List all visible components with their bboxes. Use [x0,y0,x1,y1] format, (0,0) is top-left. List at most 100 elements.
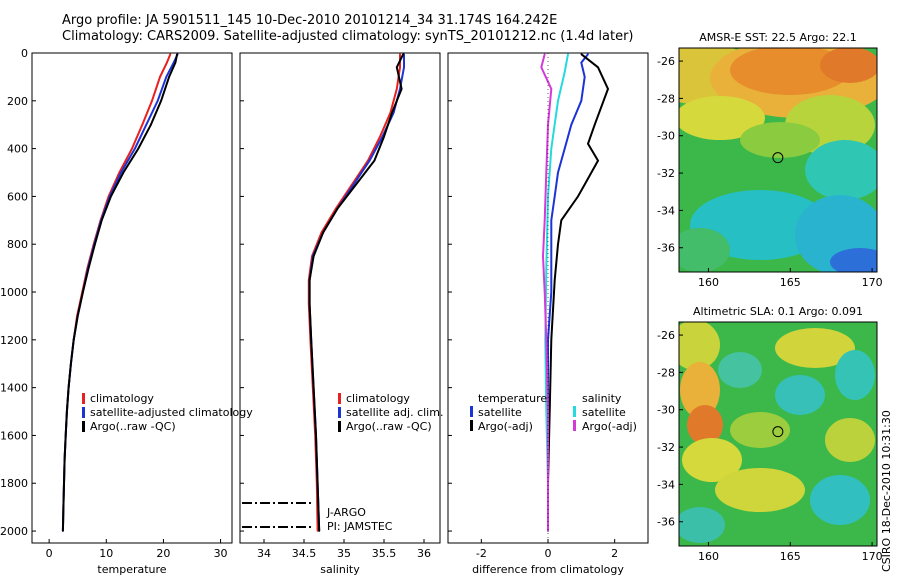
temperature-ytick-label: 1800 [0,477,28,490]
difference-legend-swatch [470,420,473,431]
difference-point [577,195,579,198]
salinity-point [336,207,339,210]
salinity-point [400,88,403,90]
sla-map-ytick-label: -28 [657,366,675,379]
difference-point [550,147,553,150]
sst-map-ytick-label: -26 [657,55,675,68]
difference-xtick-label: -2 [476,547,487,560]
salinity-point [312,386,315,389]
sst-map-ytick-label: -34 [657,204,675,217]
temperature-point [118,171,121,174]
difference-point [545,171,548,174]
sst-map-ytick-label: -28 [657,92,675,105]
difference-point [567,53,569,55]
salinity-point [391,112,393,114]
difference-point [547,530,549,532]
salinity-series-2 [308,53,405,532]
temperature-point [72,339,75,341]
difference-point [597,159,599,162]
salinity-point [402,53,405,55]
temperature-legend-swatch [82,393,85,404]
difference-point [545,267,548,269]
difference-point [557,100,559,102]
difference-point [580,61,583,64]
difference-legend-heading-salinity: salinity [582,392,622,405]
salinity-legend-swatch [338,407,341,418]
difference-point [548,410,551,413]
sst-map-field [679,48,877,272]
difference-point [547,339,549,341]
temperature-ytick-label: 2000 [0,525,28,538]
temperature-point [76,315,79,317]
salinity-point [399,53,401,55]
salinity-legend-label: Argo(..raw -QC) [346,420,432,433]
sla-map-ytick-label: -34 [657,478,675,491]
temperature-series-1 [61,53,179,532]
sst-map-xtick-label: 160 [698,276,719,289]
sst-map-ytick-label: -32 [657,167,675,180]
sst-map-ytick-label: -30 [657,130,675,143]
sst-map-title: AMSR-E SST: 22.5 Argo: 22.1 [699,31,857,44]
difference-point [547,410,549,413]
salinity-legend-swatch [338,393,341,404]
temperature-ytick-label: 600 [7,190,28,203]
temperature-point [100,219,103,222]
difference-point [580,53,583,55]
sla-map-field [679,322,877,546]
temperature-ytick-label: 0 [21,47,28,60]
temperature-xlabel: temperature [97,563,166,576]
temperature-point [172,61,175,64]
salinity-annotation-pi: PI: JAMSTEC [327,520,393,533]
difference-point [550,267,553,269]
salinity-point [322,231,325,234]
sla-map-ytick-label: -30 [657,404,675,417]
difference-point [570,123,573,126]
difference-point [543,53,546,55]
temperature-xtick-label: 20 [156,547,170,560]
difference-point [540,66,543,69]
temperature-legend-swatch [82,421,85,432]
difference-point [583,183,586,186]
sla-map-xtick-label: 160 [698,550,719,563]
temperature-point [159,76,161,78]
temperature-point [168,76,170,78]
temperature-point [87,267,90,269]
temperature-point [64,434,67,437]
salinity-xtick-label: 34 [257,547,271,560]
salinity-point [373,159,376,162]
temperature-ytick-label: 1000 [0,286,28,299]
sst-map-argo-marker [772,152,784,164]
sla-map-ytick-label: -26 [657,329,675,342]
difference-legend-heading-temperature: temperature [478,392,547,405]
temperature-legend-label: Argo(..raw -QC) [90,420,176,433]
profile-title: Argo profile: JA 5901511_145 10-Dec-2010… [62,13,558,28]
temperature-point [160,100,162,102]
salinity-xlabel: salinity [320,563,360,576]
difference-legend-label: satellite [582,406,626,419]
salinity-xtick-label: 35 [337,547,351,560]
difference-legend-label: Argo(-adj) [582,420,637,433]
sst-map-ytick-label: -36 [657,242,675,255]
temperature-panel: 0 10 20 30 0 200 400 600 800 1000 1200 1400 1600 1800… [0,47,233,576]
temperature-xtick-label: 10 [99,547,113,560]
sla-map-title: Altimetric SLA: 0.1 Argo: 0.091 [693,305,863,318]
salinity-point [368,159,371,162]
difference-series-1 [547,53,610,531]
difference-point [550,88,553,90]
temperature-legend-label: satellite-adjusted climatology [90,406,253,419]
difference-point [543,219,546,222]
temperature-point [174,61,177,64]
temperature-point [131,147,133,150]
salinity-point [310,339,313,341]
salinity-point [389,112,392,114]
sla-map-ytick-label: -36 [657,516,675,529]
temperature-series-0 [61,53,172,532]
salinity-series-1 [308,54,405,532]
temperature-point [120,171,122,174]
difference-point [557,171,559,174]
temperature-point [70,362,72,365]
sla-map-panel: 160 165 170 -26 -28 -30 -32 -34 -36 Altimetric SL… [657,305,883,563]
salinity-point [316,482,319,485]
temperature-point [110,195,112,198]
salinity-legend-label: satellite adj. clim. [346,406,443,419]
